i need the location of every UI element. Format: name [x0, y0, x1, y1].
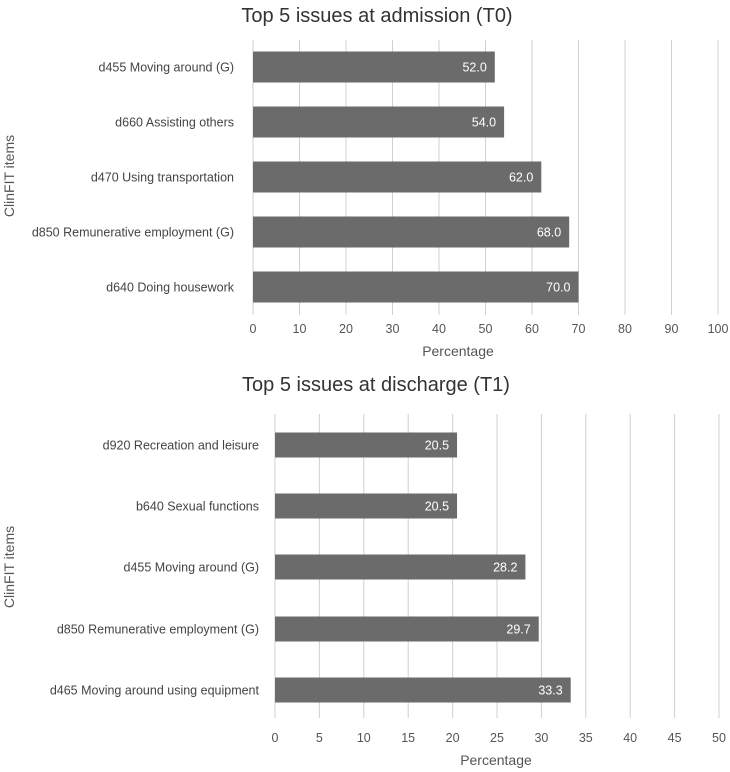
bar-value-label: 20.5 — [425, 439, 449, 453]
bar — [275, 554, 526, 580]
category-label: d850 Remunerative employment (G) — [32, 226, 234, 240]
x-tick-labels: 0 5 10 15 20 25 30 35 40 45 50 — [272, 731, 726, 745]
x-tick-labels: 0 10 20 30 40 50 60 70 80 90 100 — [250, 322, 729, 336]
bar — [253, 51, 495, 83]
bar — [275, 493, 458, 519]
chart-title: Top 5 issues at admission (T0) — [241, 5, 512, 27]
chart-admission: Top 5 issues at admission (T0) 52.0 54.0 6… — [1, 5, 728, 359]
x-axis-title: Percentage — [460, 752, 532, 768]
category-label: d640 Doing housework — [106, 281, 235, 295]
bars: 52.0 54.0 62.0 68.0 70.0 — [253, 51, 579, 303]
bar — [275, 616, 539, 642]
bars: 20.5 20.5 28.2 29.7 33.3 — [275, 432, 571, 703]
x-tick-label: 70 — [572, 322, 586, 336]
x-tick-label: 30 — [534, 731, 548, 745]
x-tick-label: 80 — [618, 322, 632, 336]
bar-value-label: 33.3 — [538, 684, 562, 698]
x-tick-label: 30 — [386, 322, 400, 336]
bar — [253, 271, 579, 303]
x-tick-label: 10 — [293, 322, 307, 336]
category-label: d470 Using transportation — [91, 171, 234, 185]
category-label: d455 Moving around (G) — [99, 61, 235, 75]
x-tick-label: 0 — [272, 731, 279, 745]
category-label: d850 Remunerative employment (G) — [57, 623, 259, 637]
bar-value-label: 70.0 — [546, 281, 570, 295]
chart-discharge: Top 5 issues at discharge (T1) 20.520.52… — [1, 374, 726, 768]
x-tick-label: 35 — [579, 731, 593, 745]
bar-value-label: 54.0 — [472, 116, 496, 130]
x-tick-label: 100 — [708, 322, 729, 336]
x-tick-label: 60 — [525, 322, 539, 336]
bar-value-label: 29.7 — [506, 623, 530, 637]
bar — [253, 161, 542, 193]
x-tick-label: 10 — [357, 731, 371, 745]
x-tick-label: 15 — [401, 731, 415, 745]
category-label: b640 Sexual functions — [136, 500, 259, 514]
bar — [253, 216, 570, 248]
category-label: d660 Assisting others — [115, 116, 234, 130]
category-labels: d920 Recreation and leisure b640 Sexual f… — [50, 439, 260, 698]
x-tick-label: 0 — [250, 322, 257, 336]
x-tick-label: 40 — [623, 731, 637, 745]
x-tick-label: 90 — [665, 322, 679, 336]
bar — [275, 677, 571, 703]
x-tick-label: 25 — [490, 731, 504, 745]
bar-value-label: 28.2 — [493, 561, 517, 575]
bar — [275, 432, 458, 458]
category-labels: d455 Moving around (G) d660 Assisting oth… — [32, 61, 235, 295]
x-tick-label: 20 — [446, 731, 460, 745]
x-tick-label: 50 — [712, 731, 726, 745]
bar-value-label: 20.5 — [425, 500, 449, 514]
x-tick-label: 45 — [668, 731, 682, 745]
bar-value-label: 62.0 — [509, 171, 533, 185]
x-tick-label: 50 — [479, 322, 493, 336]
y-axis-title: ClinFIT items — [1, 135, 17, 217]
bar-value-label: 68.0 — [537, 226, 561, 240]
x-axis-title: Percentage — [422, 343, 494, 359]
chart-title: Top 5 issues at discharge (T1) — [242, 374, 510, 396]
x-tick-label: 5 — [316, 731, 323, 745]
y-axis-title: ClinFIT items — [1, 526, 17, 608]
x-tick-label: 40 — [432, 322, 446, 336]
bar-value-label: 52.0 — [462, 61, 486, 75]
category-label: d465 Moving around using equipment — [50, 684, 260, 698]
category-label: d920 Recreation and leisure — [103, 439, 259, 453]
category-label: d455 Moving around (G) — [124, 561, 260, 575]
x-tick-label: 20 — [339, 322, 353, 336]
bar — [253, 106, 505, 138]
